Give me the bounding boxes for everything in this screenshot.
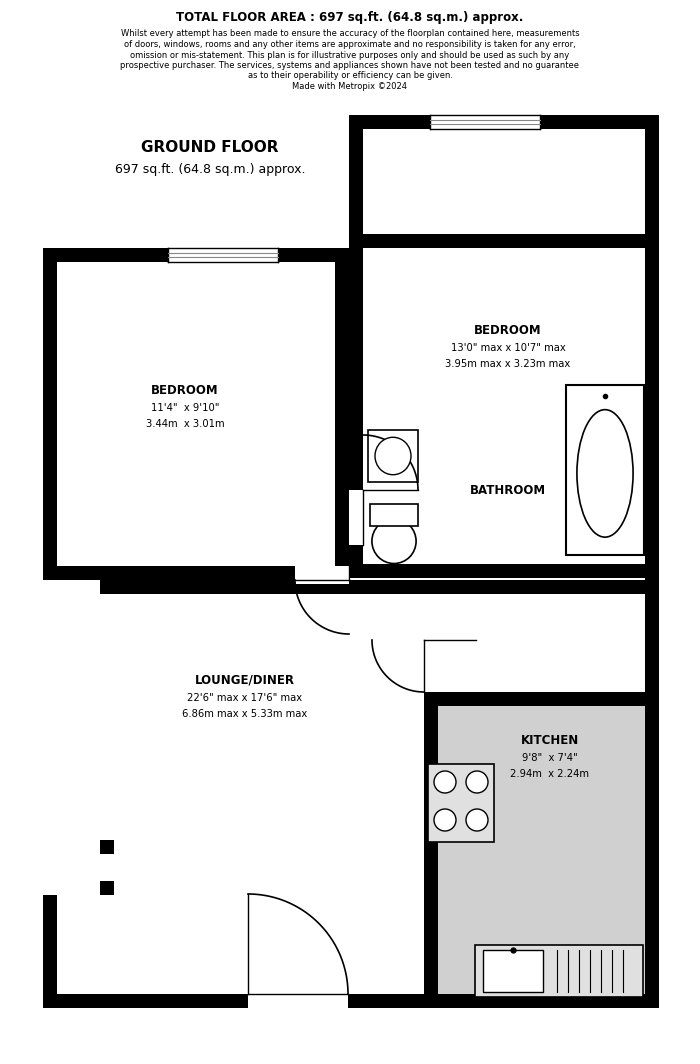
Bar <box>248 994 348 1008</box>
Bar <box>57 262 335 566</box>
Bar <box>349 564 659 578</box>
Bar <box>0 580 100 895</box>
Text: 6.86m max x 5.33m max: 6.86m max x 5.33m max <box>183 709 307 719</box>
Bar <box>438 706 659 1008</box>
Circle shape <box>434 771 456 793</box>
Text: 13'0" max x 10'7" max: 13'0" max x 10'7" max <box>451 343 566 353</box>
Text: GROUND FLOOR: GROUND FLOOR <box>141 140 279 155</box>
Text: omission or mis-statement. This plan is for illustrative purposes only and shoul: omission or mis-statement. This plan is … <box>130 50 570 60</box>
Text: LOUNGE/DINER: LOUNGE/DINER <box>195 674 295 686</box>
Bar <box>43 594 57 1008</box>
Text: 11'4"  x 9'10": 11'4" x 9'10" <box>150 403 219 413</box>
Bar <box>168 248 278 262</box>
Text: as to their operability or efficiency can be given.: as to their operability or efficiency ca… <box>248 71 452 81</box>
Bar <box>424 641 442 692</box>
Bar <box>43 839 114 854</box>
Bar <box>295 566 349 584</box>
Ellipse shape <box>372 519 416 564</box>
Text: 697 sq.ft. (64.8 sq.m.) approx.: 697 sq.ft. (64.8 sq.m.) approx. <box>115 164 305 177</box>
Text: BEDROOM: BEDROOM <box>474 323 542 336</box>
Ellipse shape <box>577 410 633 537</box>
Bar <box>349 234 659 248</box>
Bar <box>349 115 363 248</box>
Circle shape <box>434 809 456 831</box>
Bar <box>43 580 659 594</box>
Bar <box>349 491 367 545</box>
Text: Whilst every attempt has been made to ensure the accuracy of the floorplan conta: Whilst every attempt has been made to en… <box>120 30 580 38</box>
Text: BATHROOM: BATHROOM <box>470 483 546 497</box>
Text: BEDROOM: BEDROOM <box>151 383 219 397</box>
Bar <box>424 692 438 1008</box>
Text: Made with Metropix ©2024: Made with Metropix ©2024 <box>293 82 407 92</box>
Bar <box>430 115 540 129</box>
Bar <box>645 248 659 578</box>
Bar <box>363 129 645 234</box>
Text: 2.94m  x 2.24m: 2.94m x 2.24m <box>510 769 589 779</box>
Ellipse shape <box>375 437 411 475</box>
Bar <box>43 580 57 839</box>
Text: 3.95m max x 3.23m max: 3.95m max x 3.23m max <box>445 359 570 369</box>
Bar <box>43 994 659 1008</box>
Bar <box>57 594 645 994</box>
Bar <box>43 566 349 580</box>
Bar <box>645 578 659 1008</box>
Bar <box>335 248 349 580</box>
Bar <box>43 248 349 262</box>
Text: prospective purchaser. The services, systems and appliances shown have not been : prospective purchaser. The services, sys… <box>120 61 580 70</box>
Bar <box>349 115 659 129</box>
Text: 22'6" max x 17'6" max: 22'6" max x 17'6" max <box>188 693 302 703</box>
Bar <box>368 430 418 482</box>
Bar <box>424 692 659 706</box>
Bar <box>370 504 418 526</box>
Text: of doors, windows, rooms and any other items are approximate and no responsibili: of doors, windows, rooms and any other i… <box>124 40 576 49</box>
Text: KITCHEN: KITCHEN <box>521 733 579 747</box>
Bar <box>645 115 659 248</box>
Text: 3.44m  x 3.01m: 3.44m x 3.01m <box>146 419 224 429</box>
Bar <box>428 764 494 842</box>
Bar <box>43 881 114 895</box>
Text: TOTAL FLOOR AREA : 697 sq.ft. (64.8 sq.m.) approx.: TOTAL FLOOR AREA : 697 sq.ft. (64.8 sq.m… <box>176 12 524 24</box>
Bar <box>43 248 57 580</box>
Bar <box>483 950 543 992</box>
Bar <box>86 839 100 895</box>
Circle shape <box>466 809 488 831</box>
Bar <box>363 262 645 564</box>
Bar <box>475 945 643 997</box>
Bar <box>566 385 644 555</box>
Bar <box>349 248 363 578</box>
Circle shape <box>466 771 488 793</box>
Text: 9'8"  x 7'4": 9'8" x 7'4" <box>522 753 578 763</box>
